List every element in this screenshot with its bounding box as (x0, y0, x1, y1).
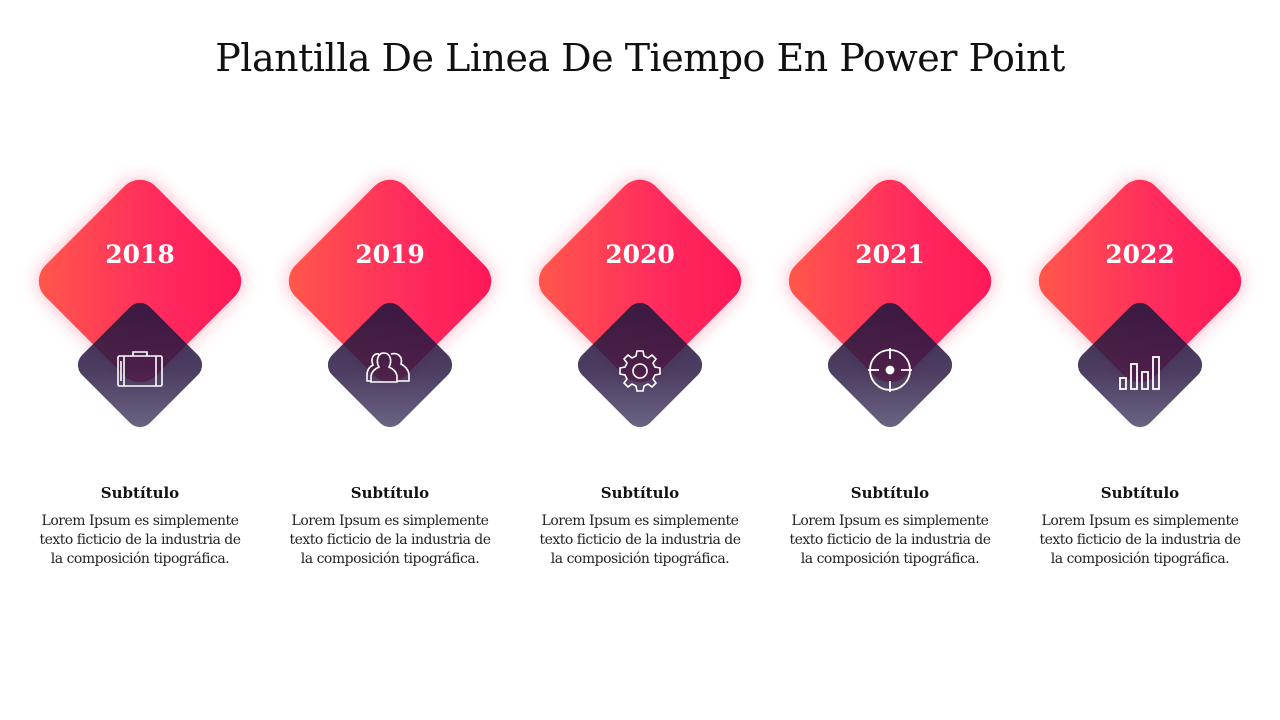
item-subtitle: Subtítulo (1100, 484, 1180, 502)
year-label: 2022 (1105, 240, 1175, 269)
item-description: Lorem Ipsum es simplemente texto fictici… (539, 513, 741, 567)
item-description: Lorem Ipsum es simplemente texto fictici… (789, 513, 991, 567)
team-icon (365, 345, 415, 395)
year-label: 2018 (105, 240, 175, 269)
target-icon (865, 345, 915, 395)
timeline-item-2021: 2021 Subtítulo Lorem Ipsum es simplement… (765, 0, 1015, 720)
year-label: 2020 (605, 240, 675, 269)
bar-chart-icon (1115, 345, 1165, 395)
timeline-item-2020: 2020 Subtítulo Lorem Ipsum es simplement… (515, 0, 765, 720)
timeline-item-2022: 2022 Subtítulo Lorem Ipsum es simplement… (1015, 0, 1265, 720)
item-subtitle: Subtítulo (600, 484, 680, 502)
timeline-item-2018: 2018 Subtítulo Lorem Ipsum es simplement… (15, 0, 265, 720)
year-label: 2019 (355, 240, 425, 269)
briefcase-icon (115, 345, 165, 395)
year-label: 2021 (855, 240, 925, 269)
item-subtitle: Subtítulo (850, 484, 930, 502)
item-description: Lorem Ipsum es simplemente texto fictici… (1039, 513, 1241, 567)
item-subtitle: Subtítulo (100, 484, 180, 502)
timeline-item-2019: 2019 Subtítulo Lorem Ipsum es simplement… (265, 0, 515, 720)
gear-icon (615, 345, 665, 395)
item-description: Lorem Ipsum es simplemente texto fictici… (39, 513, 241, 567)
item-description: Lorem Ipsum es simplemente texto fictici… (289, 513, 491, 567)
item-subtitle: Subtítulo (350, 484, 430, 502)
page-title: Plantilla De Linea De Tiempo En Power Po… (215, 36, 1065, 80)
